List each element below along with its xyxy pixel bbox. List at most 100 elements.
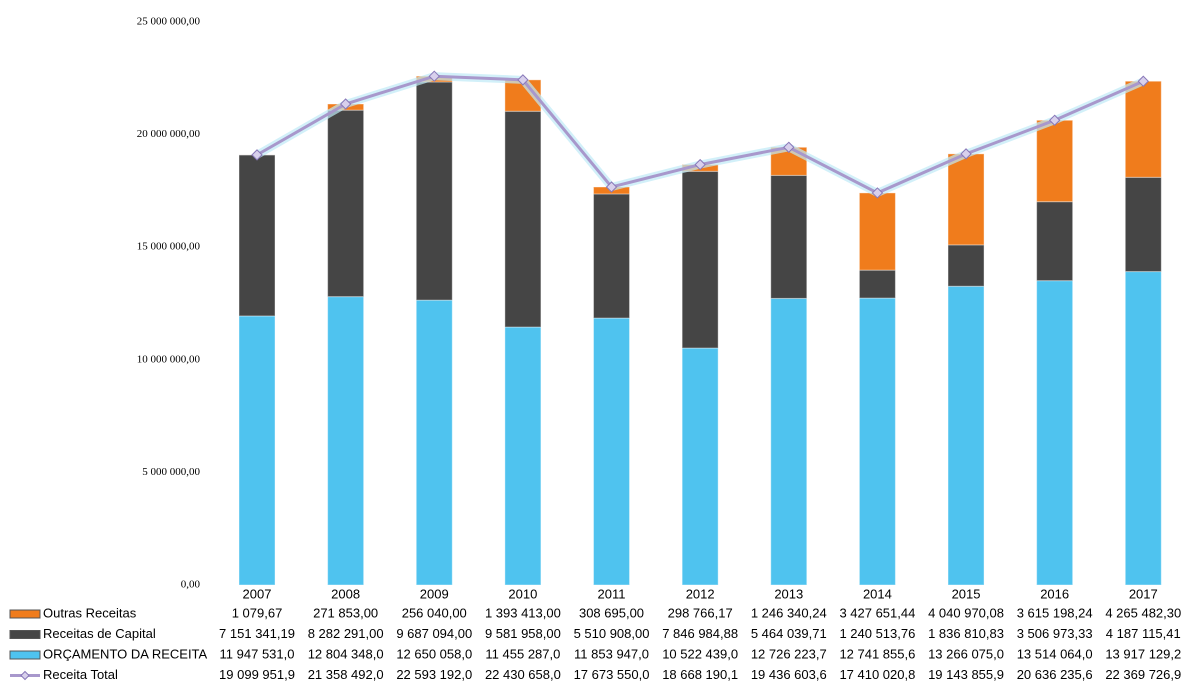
bar-segment [1124, 271, 1162, 586]
bar-segment [327, 109, 365, 298]
table-cell: 17 673 550,0 [574, 667, 650, 682]
x-tick-label: 2017 [1129, 586, 1158, 601]
bar-segment [504, 326, 542, 586]
bar-segment [238, 154, 276, 317]
line-marker [1137, 75, 1149, 87]
y-tick-label: 10 000 000,00 [137, 353, 201, 365]
y-tick-label: 25 000 000,00 [137, 16, 201, 28]
bar-segment [681, 347, 719, 586]
table-cell: 298 766,17 [668, 605, 733, 620]
bar-segment [1124, 176, 1162, 273]
x-tick-label: 2008 [331, 586, 360, 601]
bar-segment [1124, 80, 1162, 178]
y-tick-label: 15 000 000,00 [137, 241, 201, 253]
table-cell: 7 846 984,88 [662, 626, 738, 641]
table-cell: 5 464 039,71 [751, 626, 827, 641]
table-cell: 11 947 531,0 [220, 646, 295, 661]
line-marker [517, 74, 529, 86]
table-cell: 4 040 970,08 [928, 605, 1004, 620]
line-marker [251, 149, 263, 161]
legend-swatch [9, 630, 41, 639]
table-cell: 3 506 973,33 [1017, 626, 1093, 641]
bar-segment [238, 315, 276, 586]
bar-segment [327, 296, 365, 586]
bar-segment [770, 174, 808, 299]
table-cell: 1 079,67 [232, 605, 283, 620]
table-cell: 22 593 192,0 [396, 667, 472, 682]
table-cell: 13 266 075,0 [928, 646, 1004, 661]
table-cell: 4 265 482,30 [1105, 605, 1181, 620]
table-cell: 19 099 951,9 [219, 667, 295, 682]
line-marker [783, 141, 795, 153]
bar-segment [947, 285, 985, 586]
table-cell: 12 726 223,7 [751, 646, 827, 661]
line-marker [605, 181, 618, 193]
bar-segment [1036, 280, 1074, 586]
table-cell: 21 358 492,0 [308, 667, 384, 682]
table-cell: 1 393 413,00 [485, 605, 561, 620]
table-cell: 17 410 020,8 [839, 667, 915, 682]
table-cell: 12 741 855,6 [839, 646, 915, 661]
bar-segment [947, 244, 985, 287]
bar-segment [947, 153, 985, 246]
x-tick-label: 2015 [952, 586, 981, 601]
bar-segment [770, 297, 808, 586]
bar-segment [1036, 201, 1074, 282]
x-tick-label: 2009 [420, 586, 449, 601]
x-tick-label: 2012 [686, 586, 715, 601]
table-cell: 22 369 726,9 [1105, 667, 1181, 682]
y-tick-label: 5 000 000,00 [142, 466, 200, 478]
table-cell: 1 240 513,76 [839, 626, 915, 641]
table-cell: 19 436 603,6 [751, 667, 827, 682]
bar-segment [681, 170, 719, 349]
line-marker [694, 158, 706, 171]
line-marker [339, 98, 352, 110]
x-tick-label: 2010 [508, 586, 537, 601]
table-cell: 4 187 115,41 [1106, 626, 1181, 641]
table-cell: 8 282 291,00 [308, 626, 384, 641]
table-cell: 1 246 340,24 [751, 605, 827, 620]
bar-segment [858, 269, 896, 299]
x-tick-label: 2016 [1040, 586, 1069, 601]
table-cell: 271 853,00 [313, 605, 378, 620]
table-cell: 1 836 810,83 [928, 626, 1004, 641]
table-cell: 22 430 658,0 [485, 667, 561, 682]
line-marker [1048, 114, 1061, 126]
table-cell: 9 687 094,00 [396, 626, 472, 641]
x-tick-label: 2014 [863, 586, 892, 601]
table-cell: 18 668 190,1 [662, 667, 738, 682]
table-cell: 256 040,00 [402, 605, 467, 620]
y-tick-label: 0,00 [181, 579, 201, 591]
legend-label: Receita Total [43, 667, 118, 682]
table-cell: 13 514 064,0 [1017, 646, 1093, 661]
table-cell: 3 427 651,44 [839, 605, 915, 620]
table-cell: 12 650 058,0 [396, 646, 472, 661]
table-cell: 12 804 348,0 [308, 646, 384, 661]
bar-segment [593, 317, 631, 586]
line-marker [871, 187, 884, 199]
table-cell: 7 151 341,19 [219, 626, 295, 641]
line-marker [428, 70, 440, 82]
table-cell: 20 636 235,6 [1017, 667, 1093, 682]
legend-swatch [9, 609, 41, 619]
table-cell: 10 522 439,0 [662, 646, 738, 661]
table-cell: 13 917 129,2 [1105, 646, 1181, 661]
legend-swatch [20, 670, 30, 681]
legend-label: Receitas de Capital [43, 626, 156, 641]
table-cell: 19 143 855,9 [928, 667, 1004, 682]
x-tick-label: 2007 [243, 586, 272, 601]
x-tick-label: 2013 [774, 586, 803, 601]
table-cell: 9 581 958,00 [485, 626, 561, 641]
table-cell: 5 510 908,00 [574, 626, 650, 641]
legend-swatch [9, 650, 41, 660]
bar-segment [858, 192, 896, 271]
table-cell: 11 455 287,0 [485, 646, 560, 661]
bar-segment [415, 299, 453, 586]
legend-label: ORÇAMENTO DA RECEITA [43, 646, 208, 661]
y-tick-label: 20 000 000,00 [137, 128, 201, 140]
line-marker [960, 148, 972, 160]
bar-segment [858, 297, 896, 586]
x-tick-label: 2011 [598, 586, 626, 601]
bar-segment [593, 193, 631, 319]
